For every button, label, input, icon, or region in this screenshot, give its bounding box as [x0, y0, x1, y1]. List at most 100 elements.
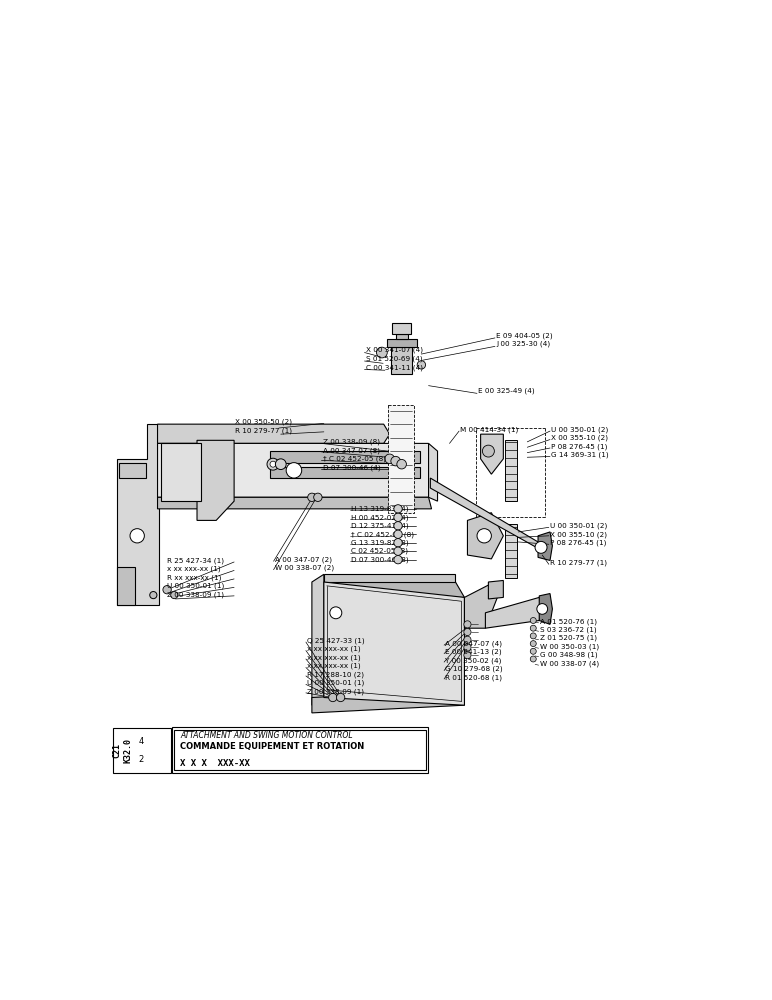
Polygon shape — [428, 443, 438, 501]
Circle shape — [397, 459, 406, 469]
Text: † C 02 452-05 (8): † C 02 452-05 (8) — [351, 531, 415, 538]
Text: W 00 338-07 (2): W 00 338-07 (2) — [275, 565, 334, 571]
Bar — [172, 727, 428, 773]
Text: M 00 414-34 (1): M 00 414-34 (1) — [460, 426, 519, 433]
Text: X 00 350-50 (2): X 00 350-50 (2) — [235, 419, 293, 425]
Polygon shape — [486, 597, 542, 628]
Text: E 09 404-05 (2): E 09 404-05 (2) — [496, 332, 553, 339]
Text: x xx xxx-xx (1): x xx xxx-xx (1) — [307, 646, 361, 652]
Bar — [113, 728, 171, 773]
Text: X 00 341-07 (4): X 00 341-07 (4) — [366, 346, 423, 353]
Polygon shape — [312, 574, 324, 705]
Text: A 00 347-07 (2): A 00 347-07 (2) — [275, 556, 332, 563]
Text: W 00 338-07 (4): W 00 338-07 (4) — [540, 660, 599, 667]
Circle shape — [537, 604, 547, 614]
Text: R 01 520-68 (1): R 01 520-68 (1) — [445, 674, 503, 681]
Text: U 00 350-01 (2): U 00 350-01 (2) — [551, 426, 608, 433]
Text: D 07 300-46 (4): D 07 300-46 (4) — [323, 464, 381, 471]
Text: A 00 347-07 (4): A 00 347-07 (4) — [445, 640, 503, 647]
Polygon shape — [119, 463, 146, 478]
Circle shape — [391, 456, 401, 466]
Circle shape — [464, 652, 471, 659]
Circle shape — [464, 644, 471, 651]
Circle shape — [267, 458, 279, 470]
Polygon shape — [312, 690, 465, 713]
Circle shape — [394, 547, 402, 555]
Polygon shape — [161, 443, 201, 501]
Text: D 07 300-46 (8): D 07 300-46 (8) — [351, 556, 409, 563]
Text: Q 25 427-33 (1): Q 25 427-33 (1) — [307, 637, 364, 644]
Text: J 00 325-30 (4): J 00 325-30 (4) — [496, 341, 550, 347]
Text: X X X  XXX-XX: X X X XXX-XX — [181, 759, 250, 768]
Text: E 00 325-49 (4): E 00 325-49 (4) — [478, 388, 535, 394]
Text: G 10 279-68 (2): G 10 279-68 (2) — [445, 666, 503, 672]
Circle shape — [530, 618, 537, 623]
Text: W 00 350-03 (1): W 00 350-03 (1) — [540, 643, 599, 650]
Polygon shape — [468, 513, 503, 559]
Polygon shape — [538, 532, 553, 560]
Text: C 00 341-11 (4): C 00 341-11 (4) — [366, 365, 423, 371]
Circle shape — [417, 361, 425, 369]
Bar — [505, 524, 516, 578]
Circle shape — [171, 592, 178, 599]
Circle shape — [286, 463, 302, 478]
Circle shape — [394, 522, 402, 530]
Text: x xx xxx-xx (1): x xx xxx-xx (1) — [307, 654, 361, 661]
Circle shape — [313, 493, 322, 501]
Polygon shape — [489, 580, 503, 599]
Circle shape — [394, 513, 402, 521]
Text: R 10 279-77 (1): R 10 279-77 (1) — [235, 427, 293, 434]
Text: x xx xxx-xx (1): x xx xxx-xx (1) — [167, 566, 221, 572]
Text: G 14 369-31 (1): G 14 369-31 (1) — [551, 452, 609, 458]
Text: A 00 347-07 (8): A 00 347-07 (8) — [323, 447, 380, 454]
Circle shape — [464, 636, 471, 643]
Polygon shape — [157, 497, 432, 509]
Circle shape — [477, 529, 492, 543]
Text: Z 00 338-09 (8): Z 00 338-09 (8) — [323, 439, 380, 445]
Polygon shape — [387, 339, 417, 347]
Text: R 17 288-10 (2): R 17 288-10 (2) — [307, 671, 364, 678]
Polygon shape — [157, 443, 432, 497]
Circle shape — [530, 648, 537, 654]
Text: C 02 452-05 (8): C 02 452-05 (8) — [351, 548, 408, 554]
Text: † C 02 452-05 (8): † C 02 452-05 (8) — [323, 456, 386, 462]
Circle shape — [530, 656, 537, 662]
Polygon shape — [388, 405, 414, 513]
Circle shape — [464, 621, 471, 628]
Text: P 08 276-45 (1): P 08 276-45 (1) — [550, 539, 606, 546]
Text: Y 00 350-02 (4): Y 00 350-02 (4) — [445, 657, 502, 664]
Polygon shape — [270, 466, 420, 478]
Text: Z 00 338-09 (1): Z 00 338-09 (1) — [167, 591, 224, 598]
Text: X 00 355-10 (2): X 00 355-10 (2) — [550, 531, 607, 538]
Text: U 00 350-01 (1): U 00 350-01 (1) — [167, 583, 225, 589]
Bar — [174, 730, 425, 770]
Circle shape — [337, 693, 345, 702]
Text: E 00 341-13 (2): E 00 341-13 (2) — [445, 649, 502, 655]
Text: S 01 520-69 (4): S 01 520-69 (4) — [366, 355, 422, 362]
Circle shape — [330, 607, 342, 619]
Polygon shape — [392, 323, 411, 334]
Circle shape — [394, 539, 402, 547]
Circle shape — [150, 592, 157, 599]
Text: R 25 427-34 (1): R 25 427-34 (1) — [167, 557, 224, 564]
Circle shape — [464, 628, 471, 636]
Text: COMMANDE EQUIPEMENT ET ROTATION: COMMANDE EQUIPEMENT ET ROTATION — [181, 742, 364, 751]
Text: X 00 355-10 (2): X 00 355-10 (2) — [551, 435, 608, 441]
Text: Z 01 520-75 (1): Z 01 520-75 (1) — [540, 635, 597, 641]
Polygon shape — [481, 434, 503, 474]
Polygon shape — [157, 424, 390, 443]
Polygon shape — [197, 440, 234, 520]
Text: 4: 4 — [139, 737, 144, 746]
Text: H 13 319-83 (4): H 13 319-83 (4) — [351, 506, 409, 512]
Polygon shape — [391, 347, 412, 374]
Text: D 12 375-41 (4): D 12 375-41 (4) — [351, 523, 409, 529]
Polygon shape — [465, 582, 497, 628]
Polygon shape — [324, 582, 465, 705]
Text: Z 00 338-09 (1): Z 00 338-09 (1) — [307, 688, 364, 695]
Text: C21
K32.0: C21 K32.0 — [112, 738, 132, 763]
Circle shape — [163, 586, 171, 594]
Polygon shape — [430, 478, 540, 550]
Circle shape — [535, 541, 547, 553]
Text: S 03 236-72 (1): S 03 236-72 (1) — [540, 626, 597, 633]
Circle shape — [270, 461, 276, 467]
